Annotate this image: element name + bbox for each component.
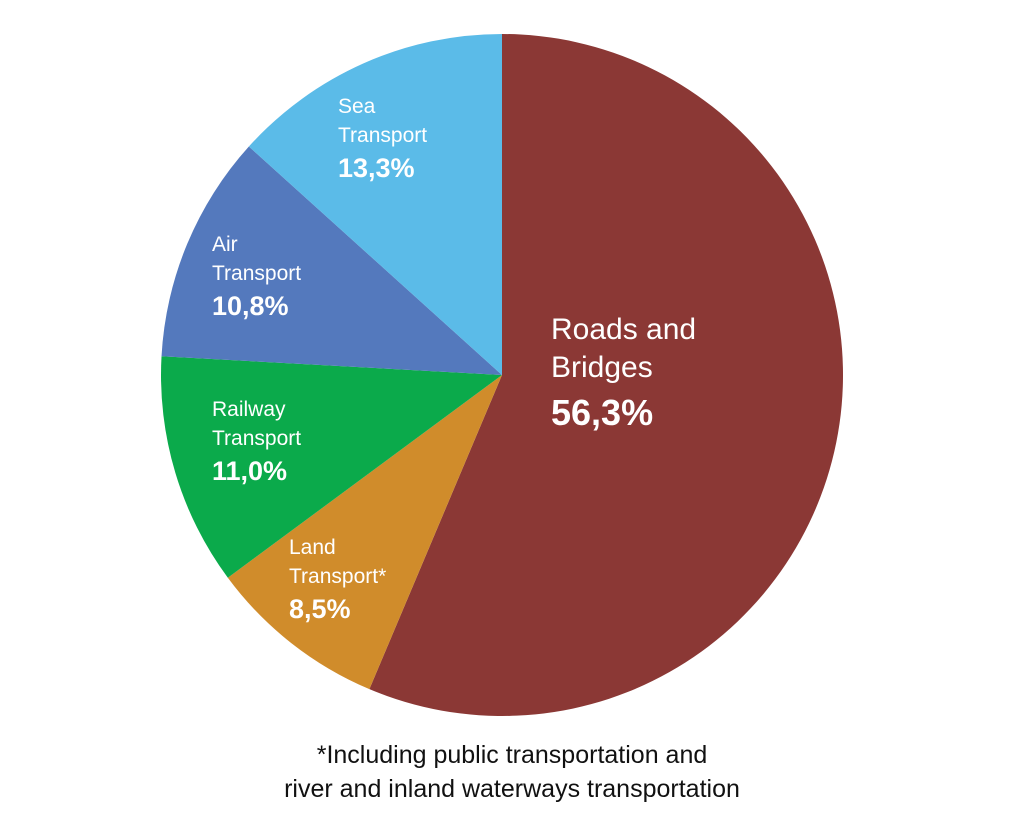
slice-value-label-2: 11,0% xyxy=(212,456,287,486)
footnote: *Including public transportation and riv… xyxy=(0,738,1024,806)
footnote-line-1: *Including public transportation and xyxy=(316,741,708,769)
pie-slice-3 xyxy=(161,146,502,375)
pie-slice-4 xyxy=(248,33,502,375)
pie-slice-1 xyxy=(227,375,502,690)
slice-value-label-3: 10,8% xyxy=(212,291,289,321)
slice-label-2-line-1: Transport xyxy=(212,427,301,450)
pie-slice-0 xyxy=(369,34,844,716)
slice-label-4-line-1: Transport xyxy=(338,124,427,147)
slice-label-1-line-0: Land xyxy=(289,536,336,559)
footnote-line-2: river and inland waterways transportatio… xyxy=(284,775,740,803)
slice-value-label-0: 56,3% xyxy=(551,392,653,433)
pie-labels: Roads and Bridges 56,3% Land Transport* 8,5% R… xyxy=(212,95,696,624)
slice-label-0-line-1: Bridges xyxy=(551,351,653,384)
slice-value-label-1: 8,5% xyxy=(289,594,351,624)
slice-label-3-line-1: Transport xyxy=(212,262,301,285)
slice-label-0-line-0: Roads and xyxy=(551,313,696,346)
slice-value-label-4: 13,3% xyxy=(338,153,415,183)
pie-slices xyxy=(161,33,844,716)
slice-label-3-line-0: Air xyxy=(212,233,238,256)
pie-chart: Roads and Bridges 56,3% Land Transport* 8,5% R… xyxy=(161,33,844,716)
slice-label-4-line-0: Sea xyxy=(338,95,376,118)
slice-label-2-line-0: Railway xyxy=(212,398,286,421)
slice-label-1-line-1: Transport* xyxy=(289,565,386,588)
pie-slice-2 xyxy=(161,356,502,578)
